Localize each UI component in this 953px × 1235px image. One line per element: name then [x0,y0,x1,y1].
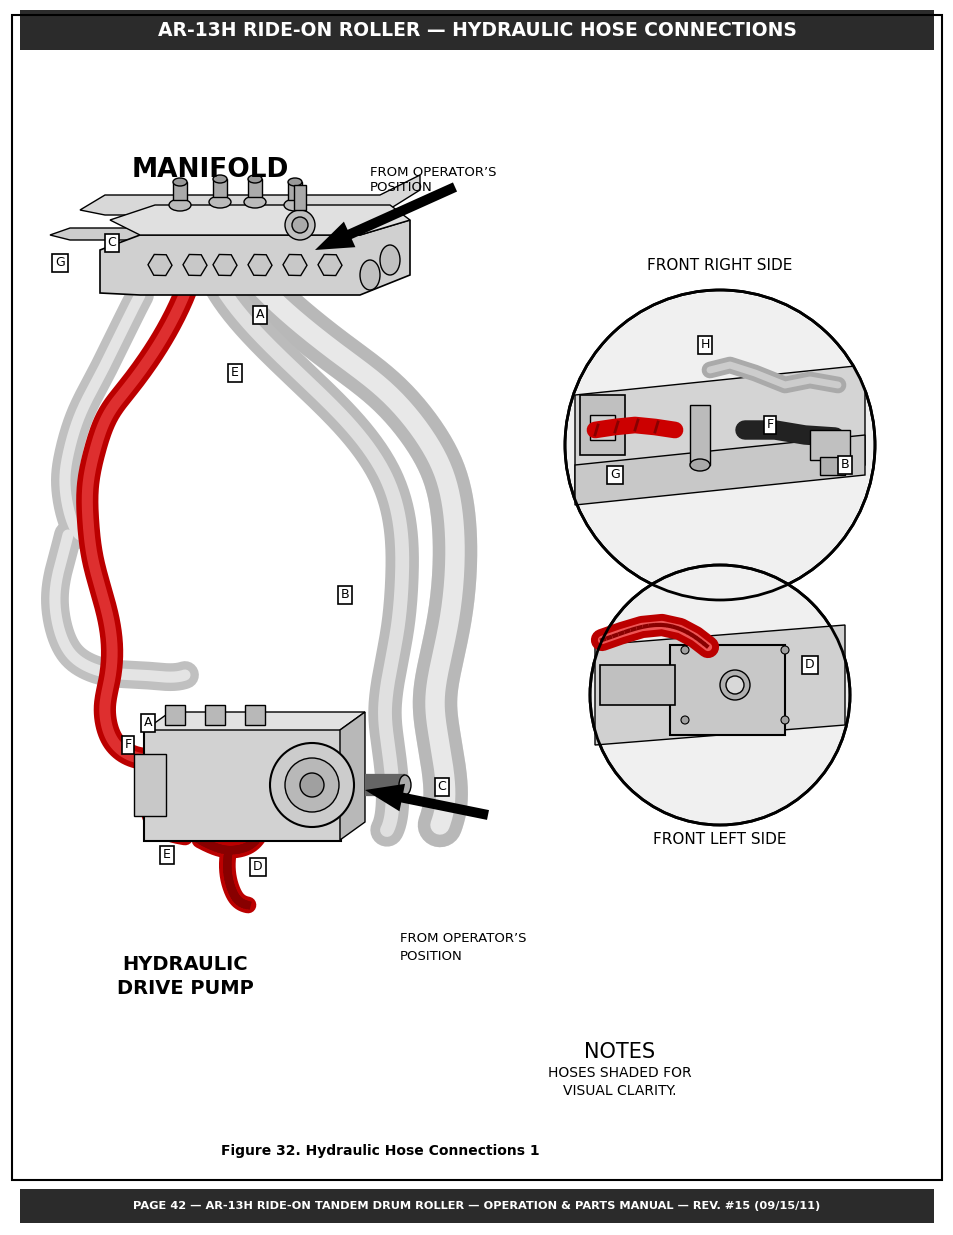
Ellipse shape [781,716,788,724]
Text: G: G [55,257,65,269]
Text: FRONT RIGHT SIDE: FRONT RIGHT SIDE [647,258,792,273]
Text: C: C [108,236,116,249]
Ellipse shape [689,459,709,471]
Bar [820,457,844,475]
Text: FRONT LEFT SIDE: FRONT LEFT SIDE [653,832,786,847]
Text: FROM OPERATOR’S
POSITION: FROM OPERATOR’S POSITION [370,165,496,194]
Ellipse shape [244,196,266,207]
Polygon shape [50,212,370,240]
Text: MANIFOLD: MANIFOLD [132,157,289,183]
Bar [809,430,849,459]
Ellipse shape [248,175,262,183]
Ellipse shape [680,646,688,655]
Ellipse shape [209,196,231,207]
Ellipse shape [359,261,379,290]
Ellipse shape [288,178,302,186]
Bar [589,415,615,440]
Bar [669,645,784,735]
Text: DRIVE PUMP: DRIVE PUMP [116,978,253,998]
Text: POSITION: POSITION [399,951,462,963]
Text: A: A [144,716,152,730]
Text: HOSES SHADED FOR: HOSES SHADED FOR [548,1066,691,1079]
Polygon shape [314,183,456,249]
Polygon shape [100,220,410,295]
Text: VISUAL CLARITY.: VISUAL CLARITY. [562,1084,676,1098]
Text: HYDRAULIC: HYDRAULIC [122,956,248,974]
Text: F: F [765,419,773,431]
Bar [205,705,225,725]
Polygon shape [575,366,864,495]
Ellipse shape [680,716,688,724]
Bar [20,10,933,49]
Ellipse shape [284,199,306,211]
Text: D: D [804,658,814,672]
Text: A: A [255,309,264,321]
Bar [599,664,675,705]
Ellipse shape [720,671,749,700]
Circle shape [270,743,354,827]
Polygon shape [145,713,365,730]
Circle shape [285,210,314,240]
Bar [172,182,187,200]
Bar [579,395,624,454]
Bar [245,705,265,725]
Ellipse shape [398,776,411,795]
Bar [248,179,262,198]
Text: E: E [231,367,238,379]
Polygon shape [365,784,489,820]
Ellipse shape [172,178,187,186]
Circle shape [299,773,324,797]
Text: H: H [700,338,709,352]
Circle shape [564,290,874,600]
Text: D: D [253,861,262,873]
Polygon shape [110,205,410,235]
Bar [20,1189,933,1223]
Text: B: B [840,458,848,472]
Circle shape [292,217,308,233]
Text: G: G [610,468,619,482]
Polygon shape [80,175,419,215]
Text: C: C [437,781,446,794]
FancyBboxPatch shape [133,755,166,816]
Bar [213,179,227,198]
Text: AR-13H RIDE-ON ROLLER — HYDRAULIC HOSE CONNECTIONS: AR-13H RIDE-ON ROLLER — HYDRAULIC HOSE C… [157,21,796,40]
Text: E: E [163,848,171,862]
Circle shape [566,291,872,598]
Text: PAGE 42 — AR-13H RIDE-ON TANDEM DRUM ROLLER — OPERATION & PARTS MANUAL — REV. #1: PAGE 42 — AR-13H RIDE-ON TANDEM DRUM ROL… [133,1200,820,1212]
Text: F: F [124,739,132,752]
FancyBboxPatch shape [144,729,340,841]
Ellipse shape [781,646,788,655]
Circle shape [285,758,338,811]
Bar [165,705,185,725]
Text: B: B [340,589,349,601]
Circle shape [589,564,849,825]
Text: Figure 32. Hydraulic Hose Connections 1: Figure 32. Hydraulic Hose Connections 1 [220,1144,538,1158]
Text: FROM OPERATOR’S: FROM OPERATOR’S [399,932,526,946]
Bar [294,185,306,210]
Ellipse shape [379,245,399,275]
Bar [288,182,302,200]
Polygon shape [595,625,844,745]
Ellipse shape [725,676,743,694]
Ellipse shape [213,175,227,183]
Ellipse shape [169,199,191,211]
Polygon shape [575,435,864,505]
Text: NOTES: NOTES [584,1042,655,1062]
Bar [689,405,709,466]
Polygon shape [339,713,365,840]
